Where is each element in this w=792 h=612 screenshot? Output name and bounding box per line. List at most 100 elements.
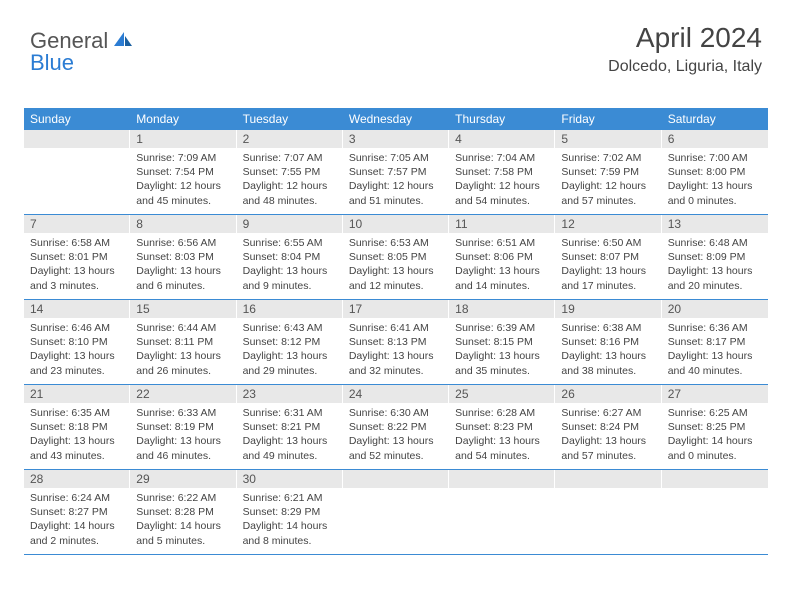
day-line: Sunrise: 6:22 AM xyxy=(136,491,230,505)
day-line: Sunrise: 6:48 AM xyxy=(668,236,762,250)
day-line: Sunrise: 7:09 AM xyxy=(136,151,230,165)
calendar: SundayMondayTuesdayWednesdayThursdayFrid… xyxy=(24,108,768,555)
day-line: Sunset: 8:25 PM xyxy=(668,420,762,434)
day-line: Daylight: 13 hours and 52 minutes. xyxy=(349,434,443,462)
day-body: Sunrise: 6:22 AMSunset: 8:28 PMDaylight:… xyxy=(130,488,236,552)
day-line: Sunrise: 6:51 AM xyxy=(455,236,549,250)
day-cell xyxy=(449,470,555,554)
day-line: Daylight: 13 hours and 14 minutes. xyxy=(455,264,549,292)
day-line: Daylight: 13 hours and 29 minutes. xyxy=(243,349,337,377)
day-line: Daylight: 12 hours and 51 minutes. xyxy=(349,179,443,207)
day-body: Sunrise: 6:31 AMSunset: 8:21 PMDaylight:… xyxy=(237,403,343,467)
day-line: Sunset: 8:16 PM xyxy=(561,335,655,349)
day-line: Daylight: 13 hours and 54 minutes. xyxy=(455,434,549,462)
day-line: Daylight: 12 hours and 54 minutes. xyxy=(455,179,549,207)
day-body: Sunrise: 7:04 AMSunset: 7:58 PMDaylight:… xyxy=(449,148,555,212)
day-line: Sunset: 7:54 PM xyxy=(136,165,230,179)
logo-sail-icon xyxy=(112,30,134,53)
day-body: Sunrise: 6:46 AMSunset: 8:10 PMDaylight:… xyxy=(24,318,130,382)
day-line: Sunset: 7:55 PM xyxy=(243,165,337,179)
day-number: 26 xyxy=(555,385,661,403)
day-line: Sunset: 7:58 PM xyxy=(455,165,549,179)
day-line: Daylight: 12 hours and 45 minutes. xyxy=(136,179,230,207)
day-label: Monday xyxy=(130,108,236,130)
day-line: Daylight: 13 hours and 43 minutes. xyxy=(30,434,124,462)
day-label: Friday xyxy=(555,108,661,130)
day-cell: 28Sunrise: 6:24 AMSunset: 8:27 PMDayligh… xyxy=(24,470,130,554)
day-line: Sunset: 8:23 PM xyxy=(455,420,549,434)
day-cell: 26Sunrise: 6:27 AMSunset: 8:24 PMDayligh… xyxy=(555,385,661,469)
day-cell xyxy=(555,470,661,554)
day-body: Sunrise: 6:21 AMSunset: 8:29 PMDaylight:… xyxy=(237,488,343,552)
location: Dolcedo, Liguria, Italy xyxy=(608,58,762,76)
day-number: 27 xyxy=(662,385,768,403)
day-line: Sunrise: 6:50 AM xyxy=(561,236,655,250)
day-body: Sunrise: 6:48 AMSunset: 8:09 PMDaylight:… xyxy=(662,233,768,297)
day-cell xyxy=(343,470,449,554)
day-body: Sunrise: 6:43 AMSunset: 8:12 PMDaylight:… xyxy=(237,318,343,382)
day-body: Sunrise: 6:24 AMSunset: 8:27 PMDaylight:… xyxy=(24,488,130,552)
day-line: Sunrise: 6:36 AM xyxy=(668,321,762,335)
day-body: Sunrise: 6:50 AMSunset: 8:07 PMDaylight:… xyxy=(555,233,661,297)
day-line: Sunrise: 6:56 AM xyxy=(136,236,230,250)
day-number: 25 xyxy=(449,385,555,403)
day-body: Sunrise: 6:56 AMSunset: 8:03 PMDaylight:… xyxy=(130,233,236,297)
day-line: Sunrise: 6:24 AM xyxy=(30,491,124,505)
day-line: Sunrise: 6:27 AM xyxy=(561,406,655,420)
day-number: 30 xyxy=(237,470,343,488)
day-body: Sunrise: 6:25 AMSunset: 8:25 PMDaylight:… xyxy=(662,403,768,467)
day-cell: 2Sunrise: 7:07 AMSunset: 7:55 PMDaylight… xyxy=(237,130,343,214)
day-line: Sunrise: 6:39 AM xyxy=(455,321,549,335)
day-line: Sunrise: 7:04 AM xyxy=(455,151,549,165)
week-row: 21Sunrise: 6:35 AMSunset: 8:18 PMDayligh… xyxy=(24,385,768,470)
day-cell: 12Sunrise: 6:50 AMSunset: 8:07 PMDayligh… xyxy=(555,215,661,299)
day-line: Daylight: 13 hours and 32 minutes. xyxy=(349,349,443,377)
day-number: 9 xyxy=(237,215,343,233)
day-line: Sunset: 8:13 PM xyxy=(349,335,443,349)
day-number: 12 xyxy=(555,215,661,233)
day-cell: 17Sunrise: 6:41 AMSunset: 8:13 PMDayligh… xyxy=(343,300,449,384)
day-number: 17 xyxy=(343,300,449,318)
day-line: Daylight: 14 hours and 5 minutes. xyxy=(136,519,230,547)
day-line: Sunset: 7:57 PM xyxy=(349,165,443,179)
day-cell: 27Sunrise: 6:25 AMSunset: 8:25 PMDayligh… xyxy=(662,385,768,469)
day-line: Daylight: 13 hours and 3 minutes. xyxy=(30,264,124,292)
day-cell: 19Sunrise: 6:38 AMSunset: 8:16 PMDayligh… xyxy=(555,300,661,384)
day-number: 21 xyxy=(24,385,130,403)
day-number: 28 xyxy=(24,470,130,488)
day-line: Sunrise: 6:46 AM xyxy=(30,321,124,335)
day-line: Sunset: 8:21 PM xyxy=(243,420,337,434)
day-number: 23 xyxy=(237,385,343,403)
day-number: 24 xyxy=(343,385,449,403)
day-line: Daylight: 13 hours and 57 minutes. xyxy=(561,434,655,462)
day-header-row: SundayMondayTuesdayWednesdayThursdayFrid… xyxy=(24,108,768,130)
day-number: 2 xyxy=(237,130,343,148)
day-cell: 10Sunrise: 6:53 AMSunset: 8:05 PMDayligh… xyxy=(343,215,449,299)
day-line: Sunset: 8:06 PM xyxy=(455,250,549,264)
day-cell: 1Sunrise: 7:09 AMSunset: 7:54 PMDaylight… xyxy=(130,130,236,214)
day-line: Sunset: 8:00 PM xyxy=(668,165,762,179)
day-number xyxy=(662,470,768,488)
day-number: 29 xyxy=(130,470,236,488)
day-number: 18 xyxy=(449,300,555,318)
day-line: Daylight: 13 hours and 20 minutes. xyxy=(668,264,762,292)
week-row: 1Sunrise: 7:09 AMSunset: 7:54 PMDaylight… xyxy=(24,130,768,215)
day-body: Sunrise: 6:58 AMSunset: 8:01 PMDaylight:… xyxy=(24,233,130,297)
day-line: Sunrise: 6:38 AM xyxy=(561,321,655,335)
day-label: Thursday xyxy=(449,108,555,130)
day-body: Sunrise: 6:55 AMSunset: 8:04 PMDaylight:… xyxy=(237,233,343,297)
day-cell: 22Sunrise: 6:33 AMSunset: 8:19 PMDayligh… xyxy=(130,385,236,469)
day-line: Sunset: 8:01 PM xyxy=(30,250,124,264)
day-line: Sunrise: 6:30 AM xyxy=(349,406,443,420)
day-line: Daylight: 13 hours and 23 minutes. xyxy=(30,349,124,377)
day-number: 19 xyxy=(555,300,661,318)
day-body: Sunrise: 6:51 AMSunset: 8:06 PMDaylight:… xyxy=(449,233,555,297)
day-line: Daylight: 13 hours and 12 minutes. xyxy=(349,264,443,292)
day-line: Sunrise: 7:00 AM xyxy=(668,151,762,165)
day-number: 3 xyxy=(343,130,449,148)
day-line: Sunrise: 6:44 AM xyxy=(136,321,230,335)
day-cell xyxy=(662,470,768,554)
day-line: Daylight: 13 hours and 46 minutes. xyxy=(136,434,230,462)
day-line: Sunset: 8:03 PM xyxy=(136,250,230,264)
day-cell: 11Sunrise: 6:51 AMSunset: 8:06 PMDayligh… xyxy=(449,215,555,299)
